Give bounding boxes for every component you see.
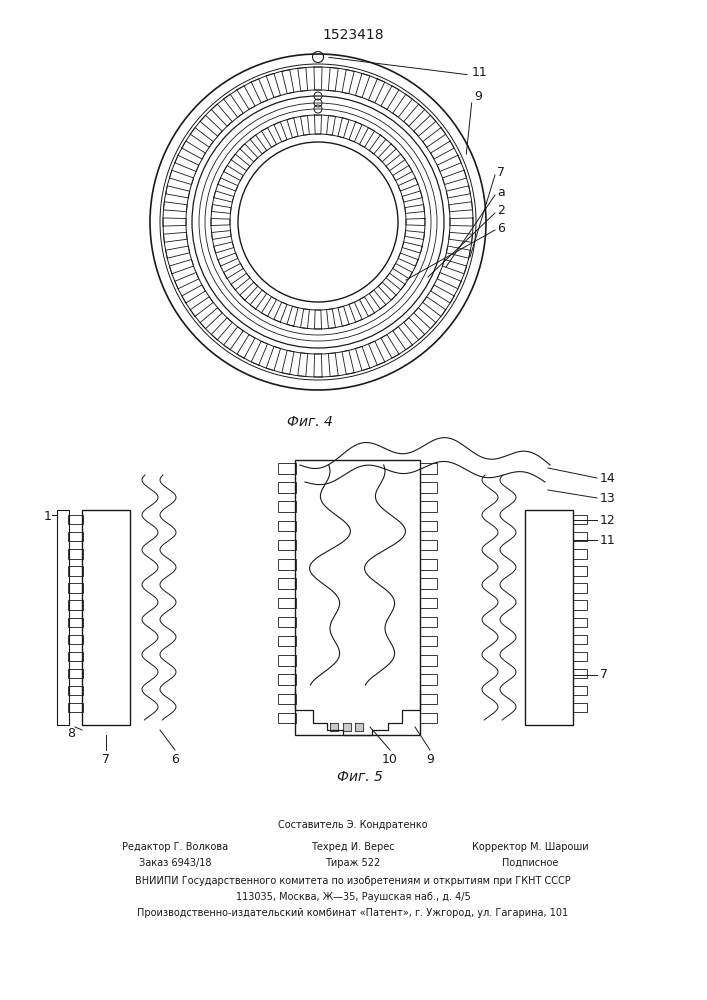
Bar [278,578,296,589]
Bar [420,559,437,570]
Bar [278,482,296,493]
Text: 7: 7 [102,753,110,766]
Bar [295,460,420,735]
Text: 6: 6 [497,222,505,234]
Bar [68,617,83,627]
Polygon shape [330,723,338,731]
Text: Фиг. 4: Фиг. 4 [287,415,333,429]
Bar [68,686,83,695]
Text: a: a [497,186,505,200]
Text: 1: 1 [44,510,52,523]
Text: 10: 10 [382,753,398,766]
Text: 12: 12 [600,514,616,526]
Bar [278,521,296,531]
Bar [68,583,83,593]
Text: 9: 9 [426,753,434,766]
Text: 8: 8 [67,727,75,740]
Text: 14: 14 [600,472,616,485]
Text: 11: 11 [472,66,488,79]
Bar [573,617,587,627]
Bar [68,703,83,712]
Bar [420,674,437,685]
Text: Заказ 6943/18: Заказ 6943/18 [139,858,211,868]
Text: 7: 7 [497,165,505,178]
Bar [420,713,437,723]
Bar [278,501,296,512]
Bar [525,510,573,725]
Bar [68,549,83,559]
Bar [278,713,296,723]
Text: Подписное: Подписное [502,858,559,868]
Bar [573,652,587,661]
Text: 2: 2 [497,205,505,218]
Text: 11: 11 [600,534,616,546]
Bar [278,597,296,608]
Bar [68,635,83,644]
Bar [68,515,83,524]
Bar [278,674,296,685]
Bar [573,703,587,712]
Bar [420,463,437,474]
Bar [573,583,587,593]
Bar [278,694,296,704]
Bar [573,549,587,559]
Text: Фиг. 5: Фиг. 5 [337,770,383,784]
Text: 6: 6 [171,753,179,766]
Bar [420,597,437,608]
Bar [278,617,296,627]
Bar [420,482,437,493]
Bar [573,669,587,678]
Bar [420,521,437,531]
Bar [573,600,587,610]
Text: Редактор Г. Волкова: Редактор Г. Волкова [122,842,228,852]
Bar [68,600,83,610]
Polygon shape [343,723,351,731]
Text: Составитель Э. Кондратенко: Составитель Э. Кондратенко [278,820,428,830]
Bar [573,515,587,524]
Bar [68,532,83,541]
Bar [420,540,437,550]
Bar [68,566,83,576]
Bar [420,578,437,589]
Bar [68,652,83,661]
Text: 1523418: 1523418 [322,28,384,42]
Text: Корректор М. Шароши: Корректор М. Шароши [472,842,588,852]
Text: 9: 9 [474,91,482,104]
Bar [68,669,83,678]
Bar [278,559,296,570]
Bar [420,655,437,666]
Bar [420,617,437,627]
Bar [278,636,296,646]
Text: 113035, Москва, Ж—35, Раушская наб., д. 4/5: 113035, Москва, Ж—35, Раушская наб., д. … [235,892,470,902]
Bar [57,510,69,725]
Bar [573,532,587,541]
Text: 13: 13 [600,491,616,504]
Bar [420,694,437,704]
Polygon shape [355,723,363,731]
Bar [278,540,296,550]
Bar [573,686,587,695]
Bar [573,635,587,644]
Bar [420,501,437,512]
Bar [420,636,437,646]
Bar [278,463,296,474]
Bar [278,655,296,666]
Bar [573,566,587,576]
Text: ВНИИПИ Государственного комитета по изобретениям и открытиям при ГКНТ СССР: ВНИИПИ Государственного комитета по изоб… [135,876,571,886]
Text: Техред И. Верес: Техред И. Верес [311,842,395,852]
Text: Производственно-издательский комбинат «Патент», г. Ужгород, ул. Гагарина, 101: Производственно-издательский комбинат «П… [137,908,568,918]
Text: 7: 7 [600,668,608,682]
Text: Тираж 522: Тираж 522 [325,858,380,868]
Bar [82,510,130,725]
